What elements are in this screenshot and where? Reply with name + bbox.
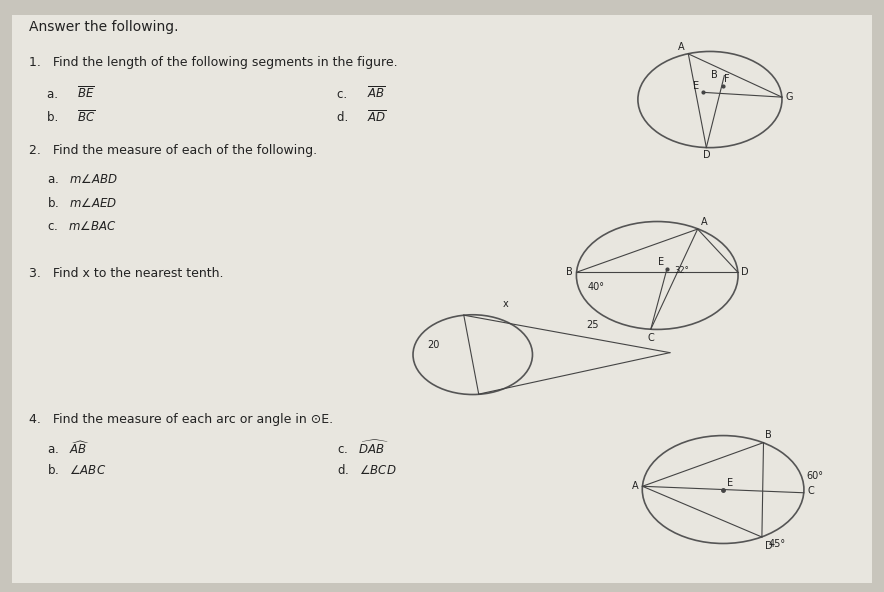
Text: E: E <box>693 81 699 91</box>
Text: 45°: 45° <box>769 539 786 549</box>
Text: a.   $m\angle ABD$: a. $m\angle ABD$ <box>47 173 118 186</box>
Text: D: D <box>765 540 772 551</box>
Text: 1.   Find the length of the following segments in the figure.: 1. Find the length of the following segm… <box>29 56 398 69</box>
Text: A: A <box>678 41 684 52</box>
Text: D: D <box>742 267 749 277</box>
Text: 4.   Find the measure of each arc or angle in ⊙E.: 4. Find the measure of each arc or angle… <box>29 413 333 426</box>
Text: 3.   Find x to the nearest tenth.: 3. Find x to the nearest tenth. <box>29 266 224 279</box>
Text: x: x <box>503 299 508 309</box>
Text: F: F <box>724 74 729 83</box>
Text: b.   $m\angle AED$: b. $m\angle AED$ <box>47 197 117 210</box>
Text: b.   $\angle ABC$: b. $\angle ABC$ <box>47 463 106 477</box>
Text: b.: b. <box>47 111 69 124</box>
Text: c.   $\widehat{DAB}$: c. $\widehat{DAB}$ <box>337 440 389 457</box>
Text: $\overline{BE}$: $\overline{BE}$ <box>78 86 95 102</box>
Text: d.   $\angle BCD$: d. $\angle BCD$ <box>337 463 396 477</box>
Text: B: B <box>711 70 717 81</box>
Text: c.   $m\angle BAC$: c. $m\angle BAC$ <box>47 220 117 233</box>
Text: $\overline{AD}$: $\overline{AD}$ <box>368 110 387 125</box>
Text: G: G <box>786 92 793 102</box>
Text: D: D <box>703 150 710 160</box>
Text: c.: c. <box>337 88 358 101</box>
Text: 60°: 60° <box>806 471 823 481</box>
Text: 2.   Find the measure of each of the following.: 2. Find the measure of each of the follo… <box>29 143 317 156</box>
Text: $\overline{BC}$: $\overline{BC}$ <box>78 110 95 125</box>
Text: B: B <box>567 267 573 277</box>
Text: C: C <box>807 486 814 496</box>
Text: 20: 20 <box>428 340 440 350</box>
Text: 25: 25 <box>586 320 598 330</box>
Text: 32°: 32° <box>674 266 689 275</box>
Text: E: E <box>727 478 733 488</box>
Text: Answer the following.: Answer the following. <box>29 20 179 34</box>
Text: a.   $\widehat{AB}$: a. $\widehat{AB}$ <box>47 440 89 456</box>
Text: A: A <box>701 217 708 227</box>
FancyBboxPatch shape <box>11 15 873 583</box>
Text: C: C <box>647 333 654 343</box>
Text: E: E <box>659 257 664 266</box>
Text: a.: a. <box>47 88 69 101</box>
Text: $\overline{AB}$: $\overline{AB}$ <box>368 86 386 102</box>
Text: d.: d. <box>337 111 359 124</box>
Text: B: B <box>766 430 772 440</box>
Text: A: A <box>632 481 639 491</box>
Text: 40°: 40° <box>588 282 605 292</box>
